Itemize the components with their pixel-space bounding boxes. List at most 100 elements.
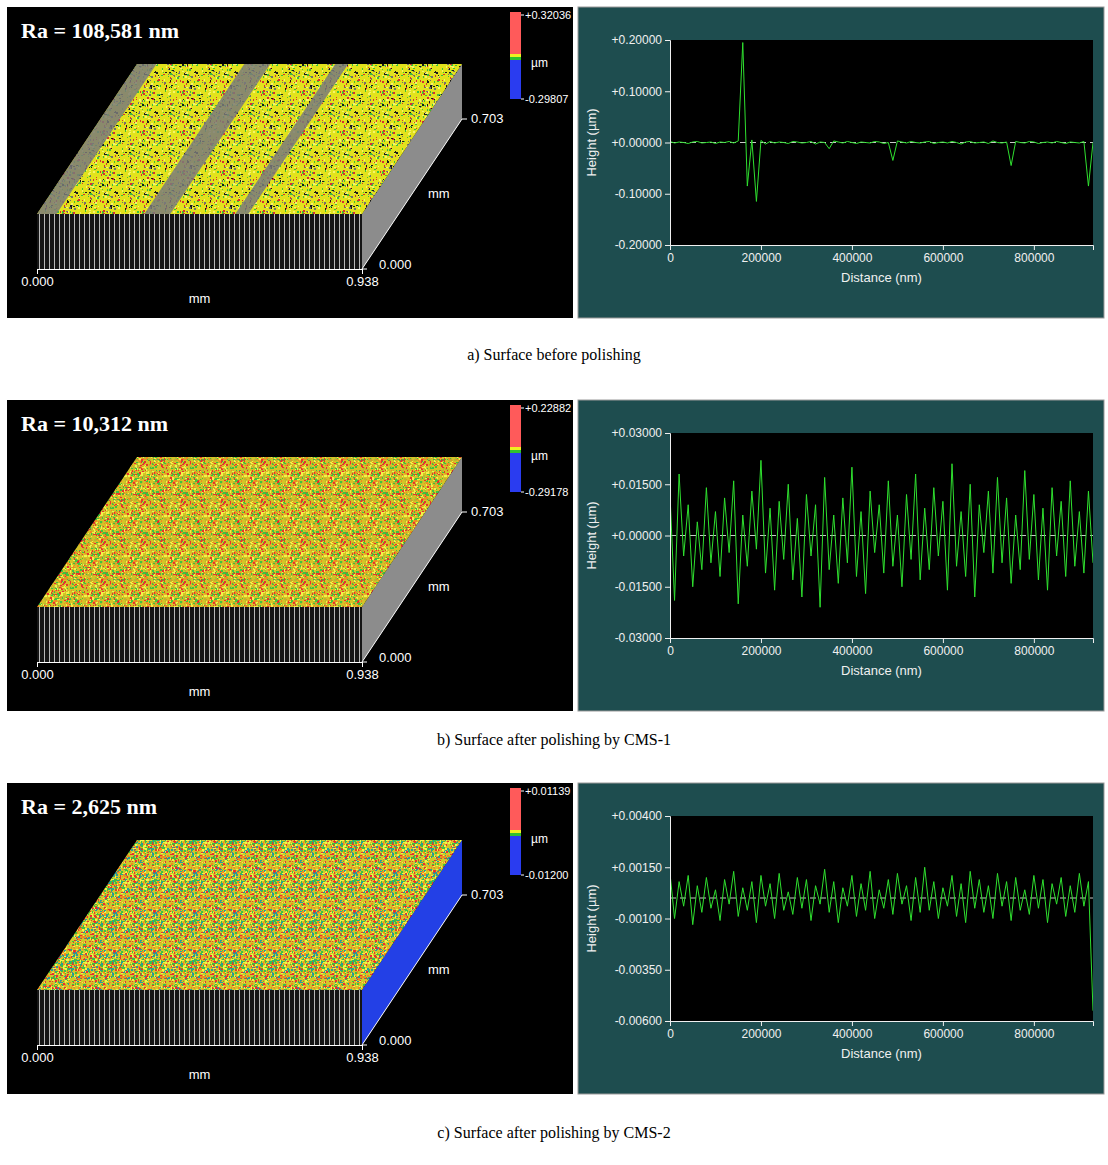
tick-label: -0.01500 <box>615 580 663 594</box>
tick-label: -0.03000 <box>615 631 663 645</box>
tick-label: 0.703 <box>471 887 504 902</box>
axis-line <box>38 1046 363 1051</box>
surface-panel: Ra = 10,312 nm-0.29178+0.22882µm0.0000.9… <box>7 400 573 711</box>
axis-title: Height (µm) <box>584 108 599 176</box>
tick-label: +0.00400 <box>612 809 663 823</box>
tick-label: 400000 <box>832 644 872 658</box>
tick-mark <box>665 1021 670 1022</box>
plot-background <box>670 816 1093 1021</box>
tick-label: 0.000 <box>379 650 412 665</box>
tick-mark <box>943 245 944 250</box>
surface-groove <box>235 64 348 214</box>
axis: -0.20000-0.10000+0.00000+0.10000+0.20000 <box>612 33 671 252</box>
tick-mark <box>1034 1021 1035 1026</box>
tick: 200000 <box>741 1021 781 1041</box>
colorbar-segment <box>510 836 521 875</box>
surface-top-face <box>37 457 462 607</box>
colorbar-segment <box>510 450 521 453</box>
colorbar-unit: µm <box>531 832 548 846</box>
colorbar-segment <box>510 54 521 57</box>
figure: Ra = 108,581 nm-0.29807+0.32036µm0.0000.… <box>0 0 1108 1165</box>
tick-label: -0.10000 <box>615 187 663 201</box>
colorbar-label: -0.29807 <box>525 93 568 105</box>
tick-mark <box>462 512 467 513</box>
surface-panel: Ra = 108,581 nm-0.29807+0.32036µm0.0000.… <box>7 7 573 318</box>
axis-line <box>665 41 671 246</box>
tick: 800000 <box>1014 1021 1054 1041</box>
colorbar-tick <box>521 492 524 493</box>
tick-mark <box>852 245 853 250</box>
tick: -0.00350 <box>615 963 670 977</box>
axis-title: mm <box>428 186 450 201</box>
tick-mark <box>665 433 670 434</box>
tick-label: 0 <box>667 251 674 265</box>
tick-mark <box>852 638 853 643</box>
tick-label: +0.00000 <box>612 136 663 150</box>
tick-label: 0.000 <box>21 274 54 289</box>
tick-mark <box>665 919 670 920</box>
tick: -0.00600 <box>615 1014 670 1028</box>
axis-line <box>671 1022 1094 1027</box>
tick: 600000 <box>923 638 963 658</box>
panel-background <box>7 783 573 1094</box>
axis-line <box>38 663 363 668</box>
axis-title: mm <box>189 1067 211 1082</box>
plot-background <box>670 433 1093 638</box>
axis: 0.000 0.938 <box>21 662 379 682</box>
tick: 200000 <box>741 245 781 265</box>
colorbar-segment <box>510 453 521 492</box>
tick-mark <box>462 895 467 896</box>
colorbar-unit: µm <box>531 449 548 463</box>
tick-label: +0.20000 <box>612 33 663 47</box>
tick-mark <box>670 245 671 250</box>
tick: 600000 <box>923 245 963 265</box>
tick: +0.10000 <box>612 85 670 99</box>
colorbar-tick <box>521 408 524 409</box>
tick-mark <box>665 587 670 588</box>
axis: 0200000400000600000800000 <box>667 1021 1093 1041</box>
tick-mark <box>665 484 670 485</box>
tick-mark <box>665 143 670 144</box>
caption: a) Surface before polishing <box>467 346 641 364</box>
profile-panel: -0.03000-0.01500+0.00000+0.01500+0.03000… <box>578 400 1104 711</box>
colorbar-segment <box>510 788 521 830</box>
roughness-label: Ra = 2,625 nm <box>21 794 157 819</box>
surface-top-face <box>37 64 462 214</box>
tick-label: 0.703 <box>471 111 504 126</box>
tick-mark <box>362 269 367 270</box>
axis-line <box>362 895 462 1045</box>
tick-mark <box>665 970 670 971</box>
colorbar: -0.29807+0.32036µm <box>510 9 571 105</box>
tick-mark <box>462 119 467 120</box>
tick: 0 <box>667 245 674 265</box>
tick-label: 0.000 <box>21 1050 54 1065</box>
axis: 0.0000.703 <box>362 887 504 1048</box>
tick-label: 400000 <box>832 1027 872 1041</box>
colorbar-tick <box>521 791 524 792</box>
tick: 800000 <box>1014 245 1054 265</box>
profile-line <box>670 867 1093 1011</box>
tick-label: +0.03000 <box>612 426 663 440</box>
panel-background <box>578 400 1104 711</box>
axis: 0.0000.703 <box>362 111 504 272</box>
tick-mark <box>670 1021 671 1026</box>
tick-mark <box>761 245 762 250</box>
tick: 0 <box>667 638 674 658</box>
tick: 0.000 <box>21 662 54 682</box>
surface-front-face <box>37 607 362 662</box>
tick: 0.000 <box>21 269 54 289</box>
tick-label: 400000 <box>832 251 872 265</box>
axis-line <box>38 270 363 275</box>
colorbar-tick <box>521 875 524 876</box>
tick-label: 0.938 <box>346 274 379 289</box>
surface-top-face <box>37 840 462 990</box>
colorbar-segment <box>510 12 521 54</box>
axis: 0.000 0.938 <box>21 269 379 289</box>
colorbar-tick <box>521 15 524 16</box>
axis-title: Distance (nm) <box>841 270 922 285</box>
tick: 0.938 <box>346 662 379 682</box>
tick: 600000 <box>923 1021 963 1041</box>
colorbar-label: -0.01200 <box>525 869 568 881</box>
tick: 0.938 <box>346 1045 379 1065</box>
colorbar-segment <box>510 405 521 447</box>
